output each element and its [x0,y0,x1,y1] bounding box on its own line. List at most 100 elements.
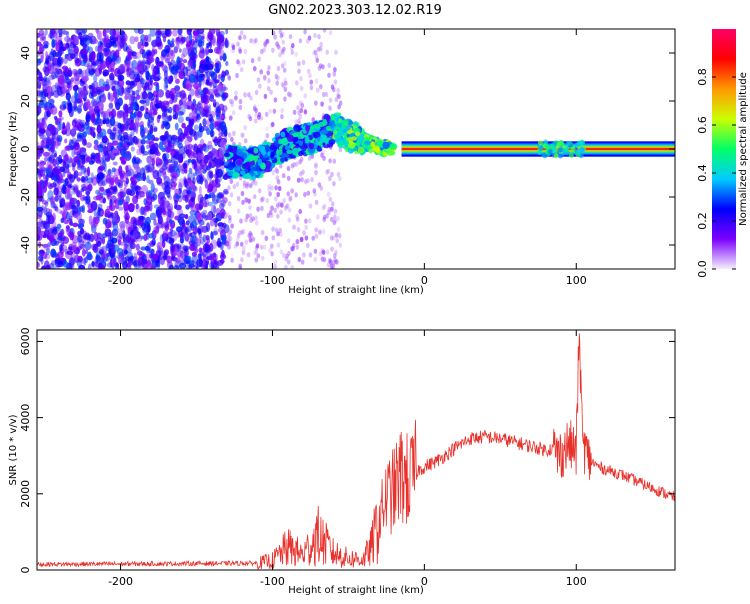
noise-cell [61,101,67,106]
noise-cell [280,108,285,114]
noise-cell [59,203,63,208]
ridge-cell [339,139,345,146]
noise-cell [135,89,140,96]
noise-cell [93,139,99,146]
noise-cell [48,208,53,215]
noise-cell [141,222,146,231]
noise-cell [79,99,83,107]
noise-cell [156,170,163,178]
noise-cell [219,138,227,149]
noise-cell [117,97,123,107]
noise-cell [74,78,80,86]
noise-cell [55,172,59,181]
noise-cell [336,226,341,232]
noise-cell [169,264,174,269]
noise-cell [140,78,145,85]
noise-cell [321,149,325,155]
noise-cell [284,256,288,262]
noise-cell [270,243,274,249]
noise-cell [131,103,137,111]
ridge-cell [356,139,361,147]
noise-cell [107,128,112,135]
ridge-cell [264,160,272,169]
noise-cell [117,78,125,88]
noise-cell [107,187,115,195]
noise-cell [199,46,205,54]
noise-cell [251,179,256,185]
noise-cell [321,249,326,255]
noise-cell [38,101,45,109]
noise-cell [277,44,281,50]
noise-cell [239,218,243,224]
noise-cell [220,39,225,47]
noise-cell [118,241,125,246]
noise-cell [231,110,236,116]
noise-cell [206,34,212,42]
noise-cell [117,206,124,211]
noise-cell [160,104,166,112]
noise-cell [100,93,107,104]
noise-cell [44,260,50,269]
noise-cell [121,160,127,165]
noise-cell [107,217,114,223]
noise-cell [229,114,233,120]
noise-cell [133,259,139,268]
noise-cell [287,250,291,256]
noise-cell [282,46,286,52]
noise-cell [43,40,49,45]
noise-cell [137,41,141,50]
noise-cell [218,149,224,159]
colorbar-gradient [712,29,736,269]
noise-cell [275,41,279,47]
noise-cell [84,249,89,255]
noise-cell [111,79,117,89]
noise-cell [283,205,288,211]
noise-cell [93,231,98,242]
noise-cell [104,208,111,218]
noise-cell [81,84,85,93]
colorbar-tick-label: 0.4 [696,164,709,182]
noise-cell [159,233,165,243]
spectrogram-y-label: Frequency (Hz) [8,111,19,187]
noise-cell [185,204,190,210]
noise-cell [108,111,113,116]
noise-cell [108,103,114,110]
noise-cell [205,222,211,233]
noise-cell [85,99,91,109]
noise-cell [248,230,252,236]
noise-cell [43,44,49,49]
noise-cell [144,111,151,120]
noise-cell [300,236,304,242]
noise-cell [66,121,71,132]
noise-cell [91,261,95,267]
noise-cell [58,33,63,38]
noise-cell [194,248,199,253]
ridge-cell [276,149,283,156]
noise-cell [212,230,218,236]
noise-cell [321,91,326,98]
noise-cell [322,29,327,33]
noise-cell [220,193,225,199]
noise-cell [328,30,333,36]
noise-cell [267,65,271,71]
noise-cell [72,160,77,167]
noise-cell [197,152,202,161]
noise-cell [243,91,247,98]
ridge-cell [538,140,543,146]
noise-cell [309,79,314,85]
snr-x-tick-label: -100 [260,575,285,588]
noise-cell [327,258,332,264]
noise-cell [48,98,55,105]
noise-cell [113,238,117,244]
noise-cell [313,248,318,254]
noise-cell [55,46,60,52]
noise-cell [301,59,306,65]
ridge-cell [347,143,355,149]
noise-cell [177,216,184,224]
noise-cell [90,82,96,92]
noise-cell [277,201,282,207]
noise-cell [37,229,41,236]
noise-cell [127,84,133,90]
noise-cell [318,251,323,257]
noise-cell [109,37,117,44]
